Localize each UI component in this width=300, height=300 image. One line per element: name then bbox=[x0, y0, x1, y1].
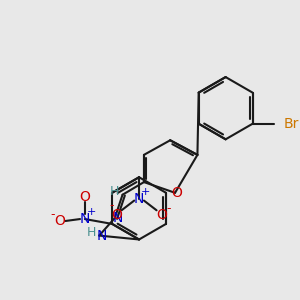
Text: H: H bbox=[110, 185, 119, 198]
Text: +: + bbox=[141, 187, 151, 197]
Text: -: - bbox=[110, 199, 114, 212]
Text: -: - bbox=[166, 202, 170, 215]
Text: N: N bbox=[112, 211, 123, 225]
Text: Br: Br bbox=[284, 117, 299, 131]
Text: -: - bbox=[50, 208, 55, 221]
Text: H: H bbox=[87, 226, 96, 239]
Text: N: N bbox=[134, 192, 144, 206]
Text: O: O bbox=[172, 186, 182, 200]
Text: O: O bbox=[54, 214, 65, 228]
Text: O: O bbox=[111, 208, 122, 222]
Text: +: + bbox=[87, 207, 96, 217]
Text: O: O bbox=[156, 208, 167, 222]
Text: N: N bbox=[80, 212, 90, 226]
Text: N: N bbox=[97, 229, 107, 243]
Text: O: O bbox=[80, 190, 90, 204]
